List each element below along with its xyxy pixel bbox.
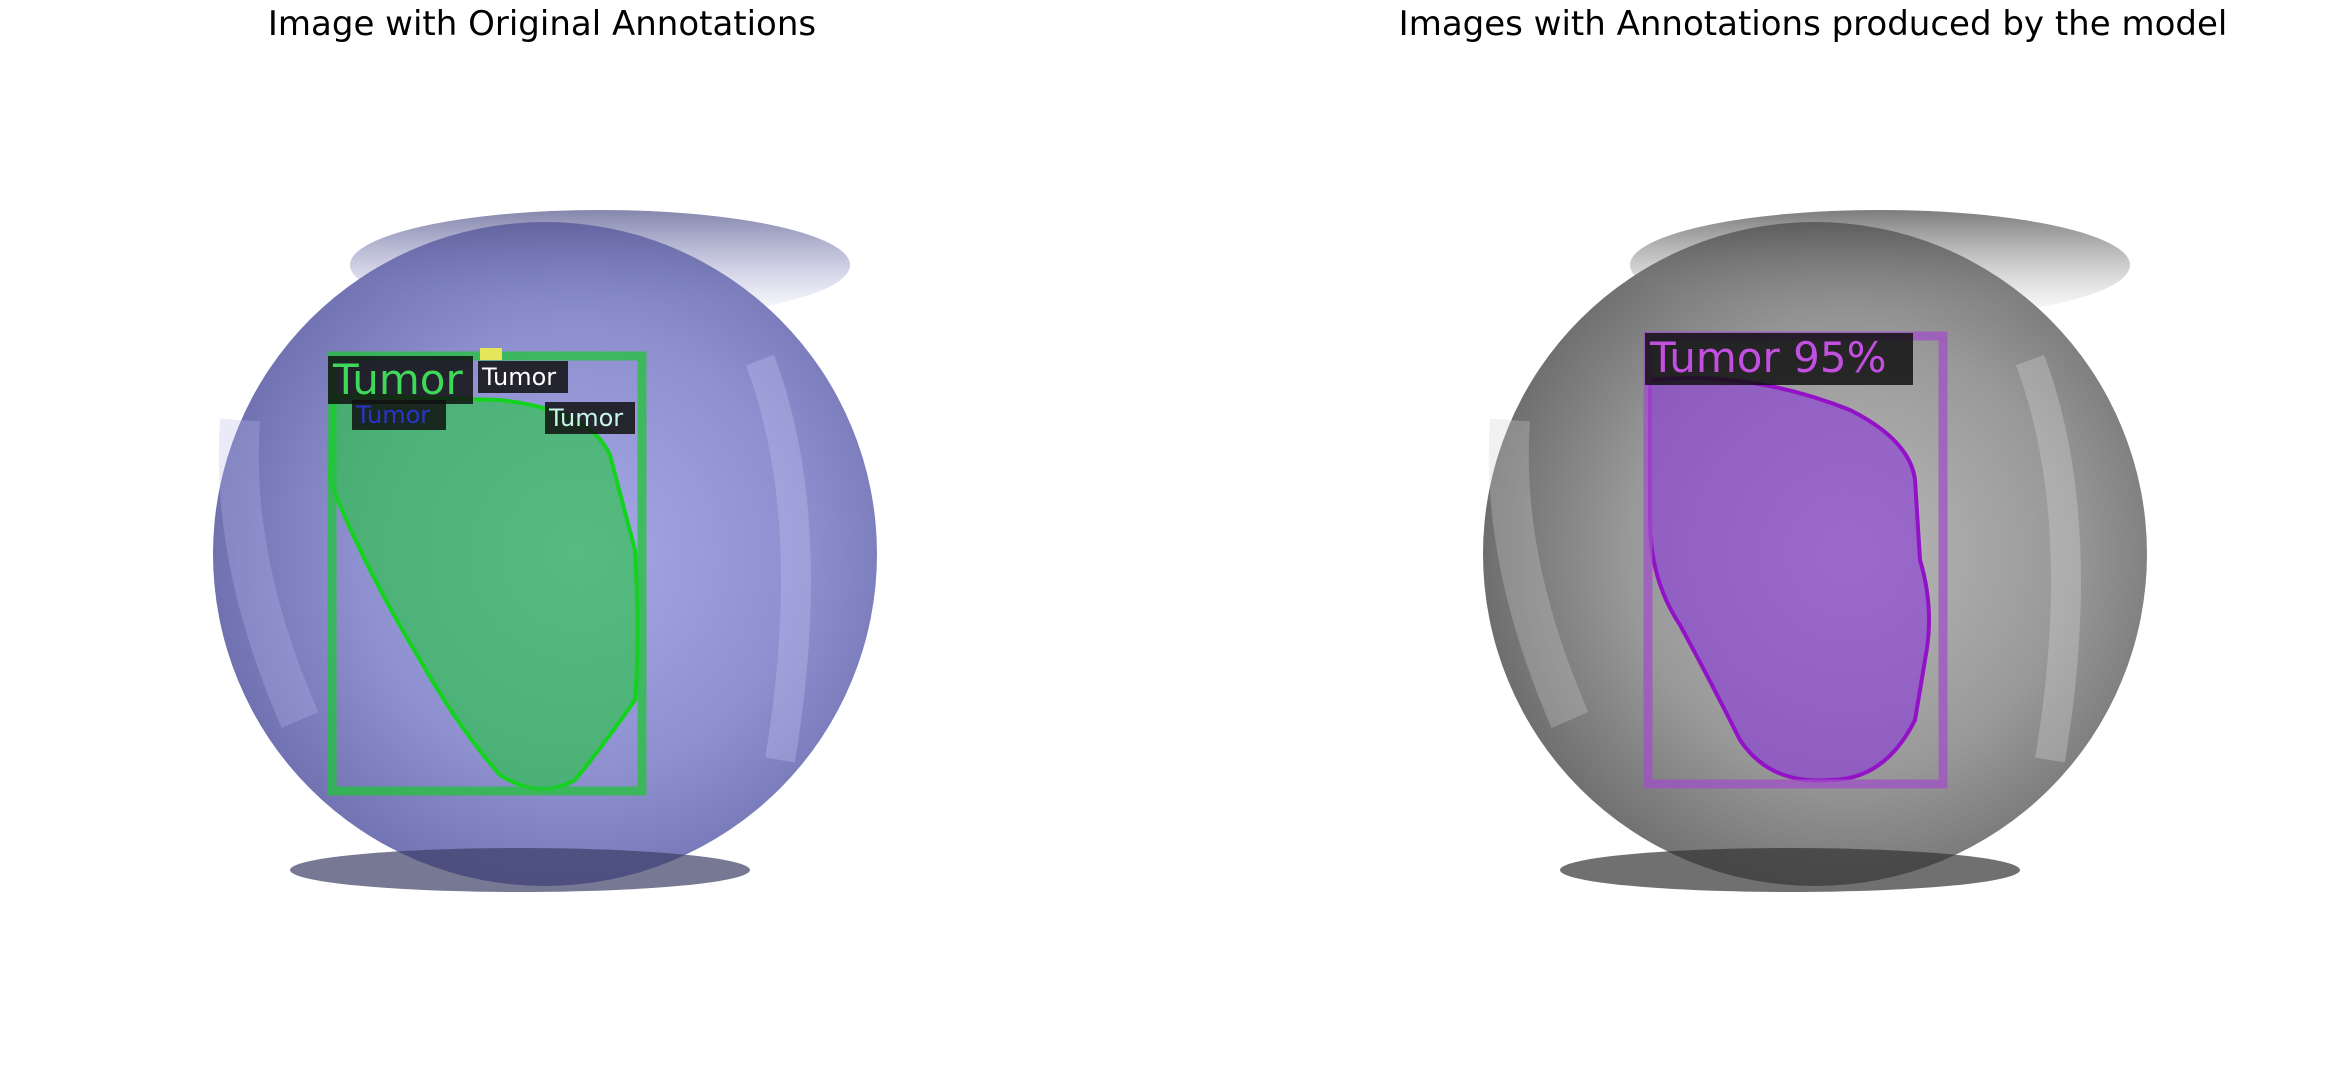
svg-text:Tumor: Tumor [548, 404, 623, 432]
svg-text:Tumor: Tumor [332, 355, 464, 404]
svg-text:Tumor 95%: Tumor 95% [1649, 333, 1886, 382]
left-label-tumor-white: Tumor [478, 361, 568, 393]
left-label-tumor-blue: Tumor [352, 400, 446, 430]
left-label-tumor-teal: Tumor [545, 402, 635, 434]
svg-text:Tumor: Tumor [481, 363, 556, 391]
right-panel-title: Images with Annotations produced by the … [1398, 4, 2228, 44]
right-predicted-mask [1648, 376, 1931, 783]
left-ground-truth-mask [327, 392, 640, 791]
svg-text:Tumor: Tumor [355, 401, 430, 429]
left-small-marker [480, 348, 502, 360]
right-label-prediction: Tumor 95% [1645, 333, 1913, 385]
left-label-tumor-green: Tumor [328, 355, 473, 404]
left-panel-title: Image with Original Annotations [267, 4, 817, 44]
